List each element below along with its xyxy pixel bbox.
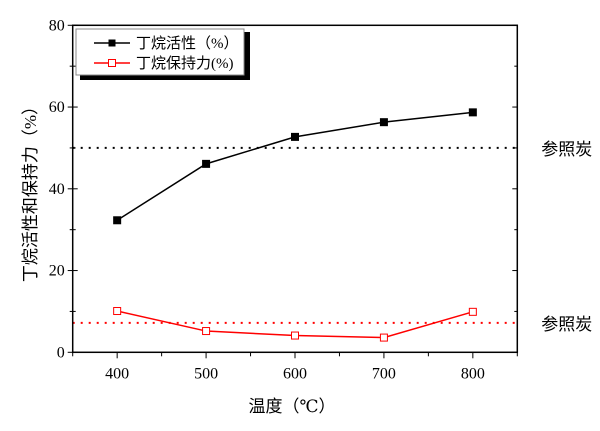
legend-marker-retention [108,59,116,67]
x-axis-label: 温度（℃） [248,397,335,416]
x-tick-label: 600 [283,365,307,382]
y-tick-label: 40 [49,181,65,198]
y-tick-label: 20 [49,263,65,280]
x-tick-label: 700 [372,365,396,382]
y-tick-label: 80 [49,17,65,34]
data-point [113,307,122,316]
legend-box [75,28,245,76]
y-tick-label: 0 [57,344,65,361]
x-tick-label: 500 [194,365,218,382]
data-point [468,307,477,316]
legend-marker-activity [108,39,116,47]
data-point [202,327,211,336]
series-line [116,111,473,221]
data-point [291,331,299,340]
legend-label-activity: 丁烷活性（%） [136,35,239,52]
x-tick-label: 800 [461,365,485,382]
x-tick-label: 400 [105,365,129,382]
reference-label: 参照炭 [541,140,592,159]
data-point [379,118,388,127]
legend: 丁烷活性（%） 丁烷保持力(%) [75,28,250,80]
data-point [113,216,122,225]
y-axis-label: 丁烷活性和保持力（%） [21,98,40,282]
reference-label: 参照炭 [541,315,592,334]
data-point [468,108,477,117]
data-point [202,159,211,168]
legend-label-retention: 丁烷保持力(%) [136,55,234,72]
data-point [291,132,299,141]
y-tick-label: 60 [49,99,65,116]
data-point [379,333,388,342]
